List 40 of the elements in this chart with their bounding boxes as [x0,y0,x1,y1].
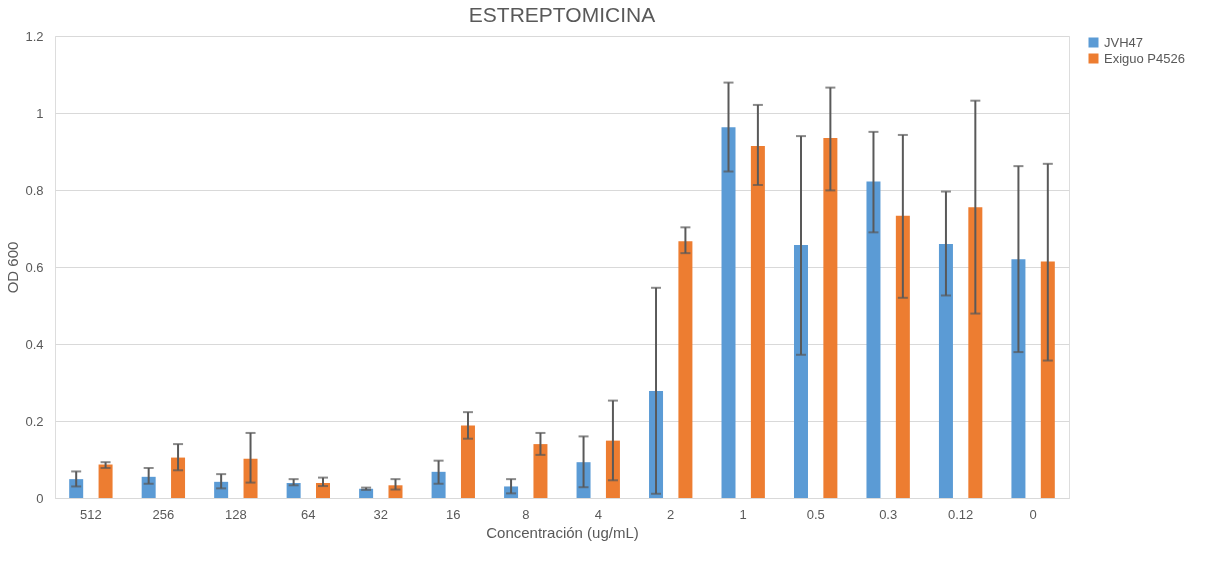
y-tick-label: 0.4 [25,336,44,352]
bar [1011,259,1026,498]
bar [171,457,186,498]
x-tick-label: 16 [446,506,461,522]
bar [938,243,953,498]
x-tick-label: 32 [373,506,389,522]
x-tick-label: 2 [667,506,675,522]
x-tick-label: 256 [152,506,175,522]
x-axis-title: Concentración (ug/mL) [486,523,639,541]
x-tick-label: 0.12 [947,506,974,522]
x-tick-label: 4 [594,506,602,522]
y-tick-label: 0.8 [25,182,44,198]
y-tick-label: 1.2 [25,28,44,44]
chart-title: ESTREPTOMICINA [468,3,656,26]
bar [721,127,736,498]
x-tick-label: 1 [739,506,747,522]
legend-label: Exiguo P4526 [1104,50,1185,66]
bar [793,245,808,498]
legend-label: JVH47 [1104,34,1144,50]
x-tick-label: 64 [301,506,316,522]
y-tick-label: 1 [36,105,44,121]
y-axis-title: OD 600 [4,241,22,294]
bar [866,181,881,498]
bar [823,138,838,498]
x-tick-label: 128 [224,506,247,522]
x-tick-label: 512 [80,506,102,522]
x-tick-label: 0.5 [806,506,825,522]
y-tick-label: 0.6 [25,259,44,275]
x-tick-label: 8 [522,506,530,522]
x-tick-label: 0 [1029,506,1037,522]
y-tick-label: 0 [36,490,44,506]
bar [968,207,983,498]
bar [1040,261,1055,498]
x-tick-label: 0.3 [879,506,898,522]
bar [533,444,548,498]
bar [750,146,765,498]
bar [460,425,475,498]
y-tick-label: 0.2 [25,413,44,429]
bar [895,215,910,498]
bar [678,241,693,498]
